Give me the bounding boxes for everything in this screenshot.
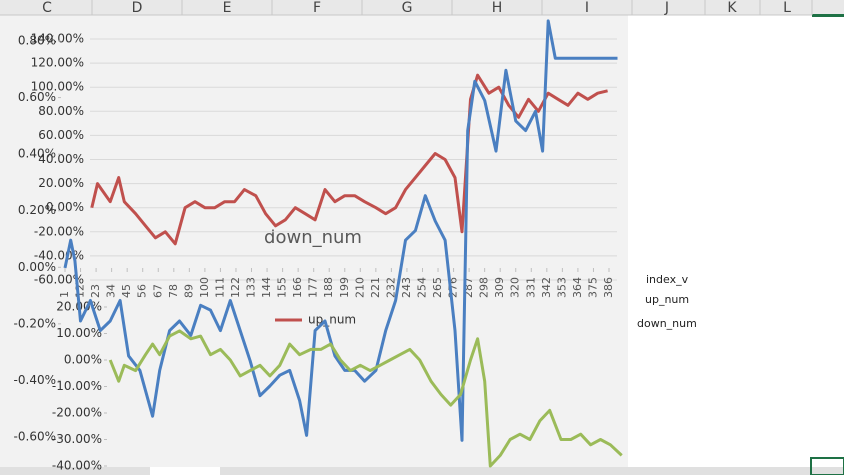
chart-area	[0, 15, 628, 467]
y-tick-label: 0.00%	[64, 353, 102, 367]
y-tick-label: 120.00%	[31, 56, 84, 70]
column-letter: D	[132, 0, 143, 16]
column-letter: G	[402, 0, 413, 16]
x-tick-label: 309	[493, 277, 506, 298]
column-header	[0, 0, 844, 15]
x-tick-label: 23	[89, 284, 102, 298]
column-letter: F	[313, 0, 321, 16]
selection-top	[812, 14, 844, 17]
y-tick-label: -30.00%	[52, 432, 102, 446]
x-tick-label: 67	[151, 284, 164, 298]
y-tick-label: -40.00%	[52, 459, 102, 473]
side-legend-label: up_num	[645, 293, 689, 306]
column-letter: E	[223, 0, 232, 16]
column-letter: J	[664, 0, 669, 16]
x-tick-label: 243	[400, 277, 413, 298]
y-tick-label: 60.00%	[38, 128, 84, 142]
y-tick-label: -0.20%	[14, 316, 56, 330]
y-tick-label: -10.00%	[52, 379, 102, 393]
y-tick-label: 0.00%	[18, 260, 56, 274]
x-tick-label: 364	[571, 277, 584, 298]
x-tick-label: 254	[415, 277, 428, 298]
x-tick-label: 89	[182, 284, 195, 298]
sheet-tabs	[0, 467, 844, 475]
y-tick-label: 40.00%	[38, 152, 84, 166]
x-tick-label: 56	[136, 284, 149, 298]
x-tick-label: 232	[384, 277, 397, 298]
x-tick-label: 144	[260, 277, 273, 298]
x-tick-label: 111	[213, 277, 226, 298]
y-tick-label: -40.00%	[34, 248, 84, 262]
y-tick-label: 0.00%	[46, 200, 84, 214]
active-tab[interactable]	[150, 467, 220, 475]
x-tick-label: 320	[509, 277, 522, 298]
y-tick-label: 140.00%	[31, 32, 84, 46]
y-tick-label: 20.00%	[38, 176, 84, 190]
x-tick-label: 166	[291, 277, 304, 298]
series-line	[108, 329, 623, 468]
y-tick-label: -20.00%	[34, 224, 84, 238]
x-tick-label: 177	[307, 277, 320, 298]
x-tick-label: 199	[338, 277, 351, 298]
x-tick-label: 45	[120, 284, 133, 298]
x-tick-label: 331	[524, 277, 537, 298]
x-tick-label: 78	[167, 284, 180, 298]
x-tick-label: 375	[586, 277, 599, 298]
x-tick-label: 12	[74, 284, 87, 298]
column-letter: K	[727, 0, 737, 16]
x-tick-label: 122	[229, 277, 242, 298]
series-line	[90, 73, 608, 246]
x-tick-label: 34	[105, 284, 118, 298]
y-tick-label: 0.20%	[18, 203, 56, 217]
y-tick-label: -0.60%	[14, 430, 56, 444]
y-tick-label: 10.00%	[56, 326, 102, 340]
x-tick-label: 155	[276, 277, 289, 298]
x-tick-label: 1	[58, 291, 71, 298]
side-legend-label: down_num	[637, 317, 697, 330]
x-tick-label: 188	[322, 277, 335, 298]
x-tick-label: 298	[478, 277, 491, 298]
y-tick-label: -20.00%	[52, 406, 102, 420]
x-tick-label: 353	[555, 277, 568, 298]
cell-cursor	[810, 457, 844, 475]
x-tick-label: 386	[602, 277, 615, 298]
side-legend-label: index_v	[646, 273, 689, 286]
y-tick-label: -0.40%	[14, 373, 56, 387]
x-tick-label: 100	[198, 277, 211, 298]
x-tick-label: 221	[369, 277, 382, 298]
y-tick-label: 0.40%	[18, 147, 56, 161]
column-letter: I	[585, 0, 589, 16]
series-line	[63, 19, 618, 442]
y-tick-label: 0.60%	[18, 90, 56, 104]
column-letter: L	[783, 0, 791, 16]
y-tick-label: 100.00%	[31, 80, 84, 94]
y-tick-label: 80.00%	[38, 104, 84, 118]
y-tick-label: 0.80%	[18, 34, 56, 48]
x-tick-label: 265	[431, 277, 444, 298]
chart-title: down_num	[264, 227, 362, 248]
column-letter: H	[492, 0, 503, 16]
y-tick-label: -60.00%	[34, 273, 84, 287]
legend-label: up_num	[308, 313, 356, 327]
column-letter: C	[42, 0, 52, 16]
x-tick-label: 210	[353, 277, 366, 298]
x-tick-label: 342	[540, 277, 553, 298]
x-tick-label: 133	[245, 277, 258, 298]
